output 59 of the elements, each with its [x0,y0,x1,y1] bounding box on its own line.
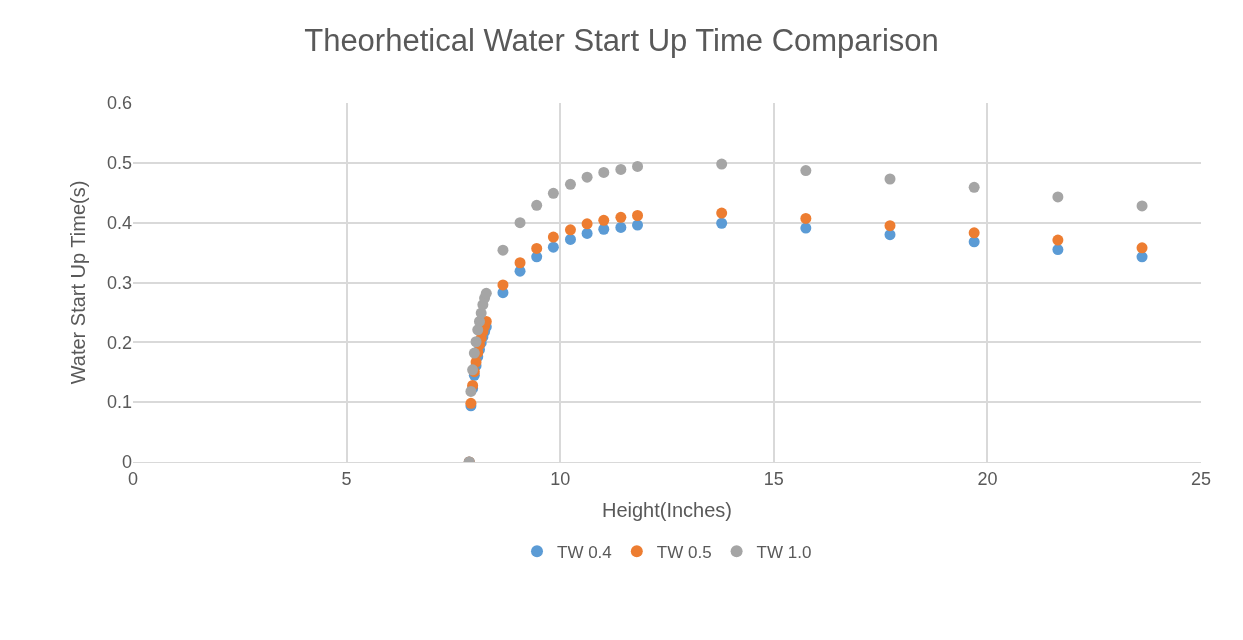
point [497,244,509,256]
chart-title: Theorhetical Water Start Up Time Comparison [304,22,939,58]
point [1136,242,1148,254]
point [497,279,509,291]
y-tick-label: 0.5 [106,153,132,174]
point [531,242,543,254]
point [564,178,576,190]
legend-label: TW 1.0 [756,542,812,562]
legend-label: TW 0.5 [656,542,712,562]
point [581,218,593,230]
point [800,165,812,177]
x-tick-label: 15 [763,468,784,489]
point [514,217,526,229]
point [598,214,610,226]
x-tick-label: 10 [550,468,571,489]
point [564,224,576,236]
point [884,173,896,185]
point [615,163,627,175]
point [1052,191,1064,203]
y-tick-label: 0.3 [106,272,132,293]
point [968,227,980,239]
y-tick-label: 0.6 [106,93,132,114]
legend-label: TW 0.4 [557,542,612,562]
x-tick-label: 25 [1190,468,1212,489]
point [547,241,559,253]
point [632,209,644,221]
point [615,221,627,233]
point [632,160,644,172]
point [514,257,526,269]
point [615,211,627,223]
point [598,166,610,178]
point [564,233,576,245]
point [468,347,480,359]
point [547,187,559,199]
y-tick-label: 0.2 [106,332,132,353]
point [581,171,593,183]
point [1136,200,1148,212]
point [716,207,728,219]
point [968,181,980,193]
point [716,158,728,170]
x-axis-title: Height(Inches) [601,499,733,522]
point [800,222,812,234]
point [716,217,728,229]
y-tick-label: 0.4 [106,212,132,233]
x-tick-label: 5 [341,468,352,489]
y-tick-label: 0 [121,452,132,473]
point [632,219,644,231]
point [800,212,812,224]
y-tick-label: 0.1 [106,392,132,413]
y-axis-title: Water Start Up Time(s) [67,180,90,385]
x-tick-label: 20 [977,468,998,489]
point [473,315,485,327]
point [1052,234,1064,246]
point [480,287,492,299]
point [1052,244,1064,256]
point [581,227,593,239]
point [547,231,559,243]
point [531,199,543,211]
point [884,220,896,232]
